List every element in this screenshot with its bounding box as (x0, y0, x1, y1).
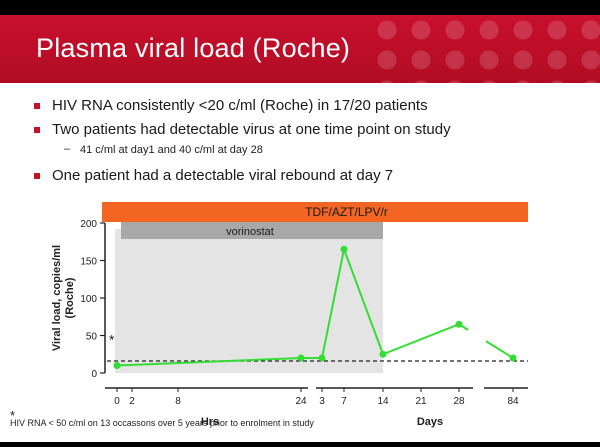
bullet-item: One patient had a detectable viral rebou… (30, 167, 590, 187)
y-tick-label: 50 (86, 332, 98, 343)
x-tick-label: 3 (319, 396, 325, 407)
data-point (340, 245, 348, 253)
art-regimen-label: TDF/AZT/LPV/r (305, 205, 388, 219)
bullet-text: HIV RNA consistently <20 c/ml (Roche) in… (52, 97, 428, 114)
x-tick-label: 84 (507, 396, 519, 407)
bullet-text: One patient had a detectable viral rebou… (52, 167, 394, 184)
x-tick-label: 2 (129, 396, 135, 407)
vorinostat-label: vorinostat (226, 226, 274, 238)
bullet-square-icon (34, 127, 40, 133)
footnote-text: HIV RNA < 50 c/ml on 13 occassons over 5… (10, 418, 314, 428)
sub-bullet-item: – 41 c/ml at day1 and 40 c/ml at day 28 (30, 143, 590, 161)
data-point (455, 320, 463, 328)
x-group-label-days: Days (417, 416, 443, 428)
art-regimen-bar (102, 202, 528, 222)
y-tick-label: 150 (80, 257, 97, 268)
y-tick-label: 0 (91, 369, 97, 380)
x-tick-label: 28 (453, 396, 465, 407)
x-tick-label: 0 (114, 396, 120, 407)
bullet-item: Two patients had detectable virus at one… (30, 121, 590, 141)
slide-title: Plasma viral load (Roche) (36, 33, 351, 63)
bullet-item: HIV RNA consistently <20 c/ml (Roche) in… (30, 97, 590, 117)
vorinostat-bar (121, 222, 383, 239)
slide-header: Plasma viral load (Roche) (0, 15, 600, 83)
bullet-square-icon (34, 103, 40, 109)
sub-bullet-text: 41 c/ml at day1 and 40 c/ml at day 28 (80, 144, 263, 156)
y-axis-label-line2: (Roche) (64, 277, 76, 318)
viral-load-chart: TDF/AZT/LPV/r vorinostat 0 50 100 150 200 Viral… (51, 202, 528, 428)
x-tick-label: 14 (377, 396, 389, 407)
data-point (509, 354, 517, 362)
data-point (113, 362, 121, 369)
header-dot-pattern (370, 15, 600, 83)
bullet-list: HIV RNA consistently <20 c/ml (Roche) in… (30, 97, 590, 191)
vorinostat-shaded-region (115, 229, 383, 373)
slide: Plasma viral load (Roche) HIV RNA consis… (0, 15, 600, 442)
y-tick-label: 100 (80, 294, 97, 305)
bullet-text: Two patients had detectable virus at one… (52, 121, 451, 138)
x-tick-label: 21 (415, 396, 427, 407)
x-tick-label: 8 (175, 396, 181, 407)
data-point (318, 354, 326, 362)
y-axis-label: Viral load, copies/ml(Roche) (51, 245, 76, 351)
bullet-square-icon (34, 173, 40, 179)
threshold-marker: * (109, 332, 115, 348)
y-axis-label-line1: Viral load, copies/ml (51, 245, 63, 351)
data-point (297, 354, 305, 362)
x-group-label-hrs: Hrs (201, 416, 219, 428)
y-tick-label: 200 (80, 219, 97, 230)
data-point (379, 350, 387, 358)
x-tick-label: 24 (295, 396, 307, 407)
x-tick-label: 7 (341, 396, 347, 407)
sub-bullet-dash: – (64, 143, 71, 155)
footnote-marker: * (10, 408, 16, 423)
